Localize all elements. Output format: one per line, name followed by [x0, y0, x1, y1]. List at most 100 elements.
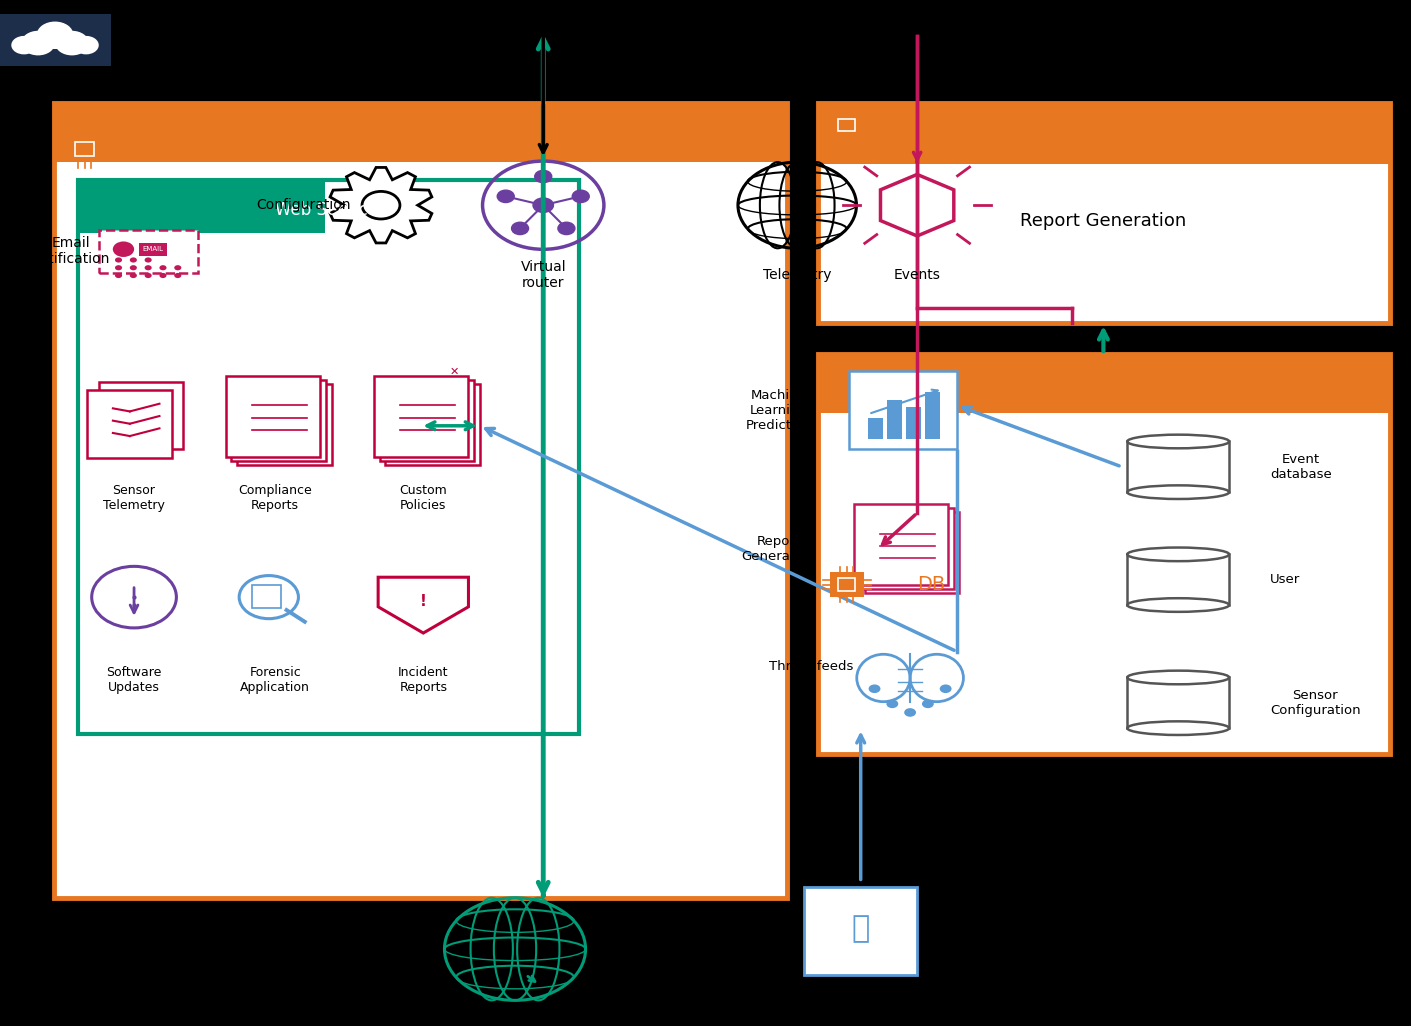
Text: Software
Updates: Software Updates: [106, 666, 162, 695]
Circle shape: [557, 223, 574, 235]
Circle shape: [512, 223, 529, 235]
Circle shape: [130, 258, 137, 263]
Circle shape: [573, 190, 590, 202]
Circle shape: [113, 241, 134, 256]
Circle shape: [363, 192, 399, 219]
Text: Sensor
Configuration: Sensor Configuration: [1270, 688, 1360, 717]
Circle shape: [535, 170, 552, 183]
Circle shape: [886, 700, 899, 708]
FancyBboxPatch shape: [854, 504, 948, 585]
Circle shape: [532, 197, 555, 213]
Text: EMAIL: EMAIL: [143, 246, 164, 252]
Circle shape: [144, 258, 152, 263]
FancyBboxPatch shape: [99, 382, 183, 449]
Text: Incident
Reports: Incident Reports: [398, 666, 449, 695]
FancyBboxPatch shape: [1127, 677, 1229, 728]
Text: Sensor
Telemetry: Sensor Telemetry: [103, 483, 165, 512]
Bar: [888, 400, 902, 439]
Circle shape: [114, 258, 123, 263]
Bar: [924, 393, 940, 439]
FancyBboxPatch shape: [818, 354, 1390, 754]
Bar: [830, 113, 864, 137]
Circle shape: [114, 265, 123, 270]
Circle shape: [130, 273, 137, 278]
Circle shape: [144, 265, 152, 270]
FancyBboxPatch shape: [78, 180, 325, 233]
Circle shape: [37, 22, 73, 48]
Bar: [66, 135, 103, 162]
Text: Custom
Policies: Custom Policies: [399, 483, 447, 512]
Bar: [830, 573, 864, 597]
Circle shape: [21, 31, 55, 55]
Circle shape: [11, 36, 37, 54]
Circle shape: [114, 273, 123, 278]
Text: User: User: [1270, 574, 1300, 586]
Polygon shape: [378, 578, 468, 633]
Text: Configuration: Configuration: [257, 198, 350, 212]
Text: Event
database: Event database: [1270, 452, 1332, 481]
Circle shape: [130, 265, 137, 270]
Bar: [0, 14, 111, 66]
FancyBboxPatch shape: [54, 103, 787, 162]
Text: ✕: ✕: [450, 366, 459, 377]
Bar: [838, 119, 855, 131]
Circle shape: [174, 265, 182, 270]
Text: DB: DB: [917, 576, 945, 594]
FancyBboxPatch shape: [78, 180, 579, 734]
Text: Threat feeds: Threat feeds: [769, 661, 854, 673]
Circle shape: [940, 684, 951, 694]
Text: Compliance
Reports: Compliance Reports: [238, 483, 312, 512]
Circle shape: [497, 190, 514, 202]
FancyBboxPatch shape: [818, 354, 1390, 413]
FancyBboxPatch shape: [818, 103, 1390, 164]
Bar: [868, 418, 883, 439]
Text: !: !: [420, 594, 426, 609]
Text: Report Generation: Report Generation: [1020, 211, 1187, 230]
Circle shape: [921, 700, 934, 708]
FancyBboxPatch shape: [1127, 441, 1229, 492]
Circle shape: [159, 265, 166, 270]
Circle shape: [174, 273, 182, 278]
FancyBboxPatch shape: [226, 376, 320, 457]
FancyBboxPatch shape: [54, 103, 787, 898]
Ellipse shape: [1127, 598, 1229, 611]
FancyBboxPatch shape: [237, 384, 332, 465]
Bar: [75, 142, 95, 156]
Text: Forensic
Application: Forensic Application: [240, 666, 310, 695]
Bar: [24, 42, 86, 49]
FancyBboxPatch shape: [865, 512, 959, 593]
Bar: [838, 579, 855, 591]
FancyBboxPatch shape: [849, 371, 957, 449]
Text: Events: Events: [893, 268, 941, 282]
FancyBboxPatch shape: [231, 380, 326, 461]
Text: 🤝: 🤝: [852, 914, 869, 943]
Text: Telemetry: Telemetry: [763, 268, 831, 282]
FancyBboxPatch shape: [385, 384, 480, 465]
FancyBboxPatch shape: [99, 230, 198, 273]
FancyBboxPatch shape: [1127, 554, 1229, 605]
Text: Machine
Learning
Prediction: Machine Learning Prediction: [745, 389, 813, 432]
Text: Web Service: Web Service: [275, 201, 378, 220]
Ellipse shape: [1127, 548, 1229, 561]
Circle shape: [55, 31, 89, 55]
Text: Report
Generation: Report Generation: [742, 535, 816, 563]
Circle shape: [73, 36, 99, 54]
Circle shape: [159, 273, 166, 278]
Text: Virtual
router: Virtual router: [521, 260, 566, 290]
FancyBboxPatch shape: [374, 376, 468, 457]
Text: Email
notification: Email notification: [31, 236, 110, 267]
Circle shape: [869, 684, 880, 694]
FancyBboxPatch shape: [818, 103, 1390, 323]
Ellipse shape: [1127, 485, 1229, 499]
Circle shape: [144, 273, 152, 278]
Text: EMAIL: EMAIL: [143, 246, 164, 252]
FancyBboxPatch shape: [859, 508, 954, 589]
FancyBboxPatch shape: [87, 390, 172, 458]
FancyBboxPatch shape: [380, 380, 474, 461]
Ellipse shape: [1127, 721, 1229, 735]
Polygon shape: [330, 167, 432, 243]
Ellipse shape: [1127, 435, 1229, 448]
Text: Controller: Controller: [162, 137, 265, 158]
Circle shape: [904, 708, 916, 717]
Text: Report Generation: Report Generation: [924, 124, 1103, 143]
